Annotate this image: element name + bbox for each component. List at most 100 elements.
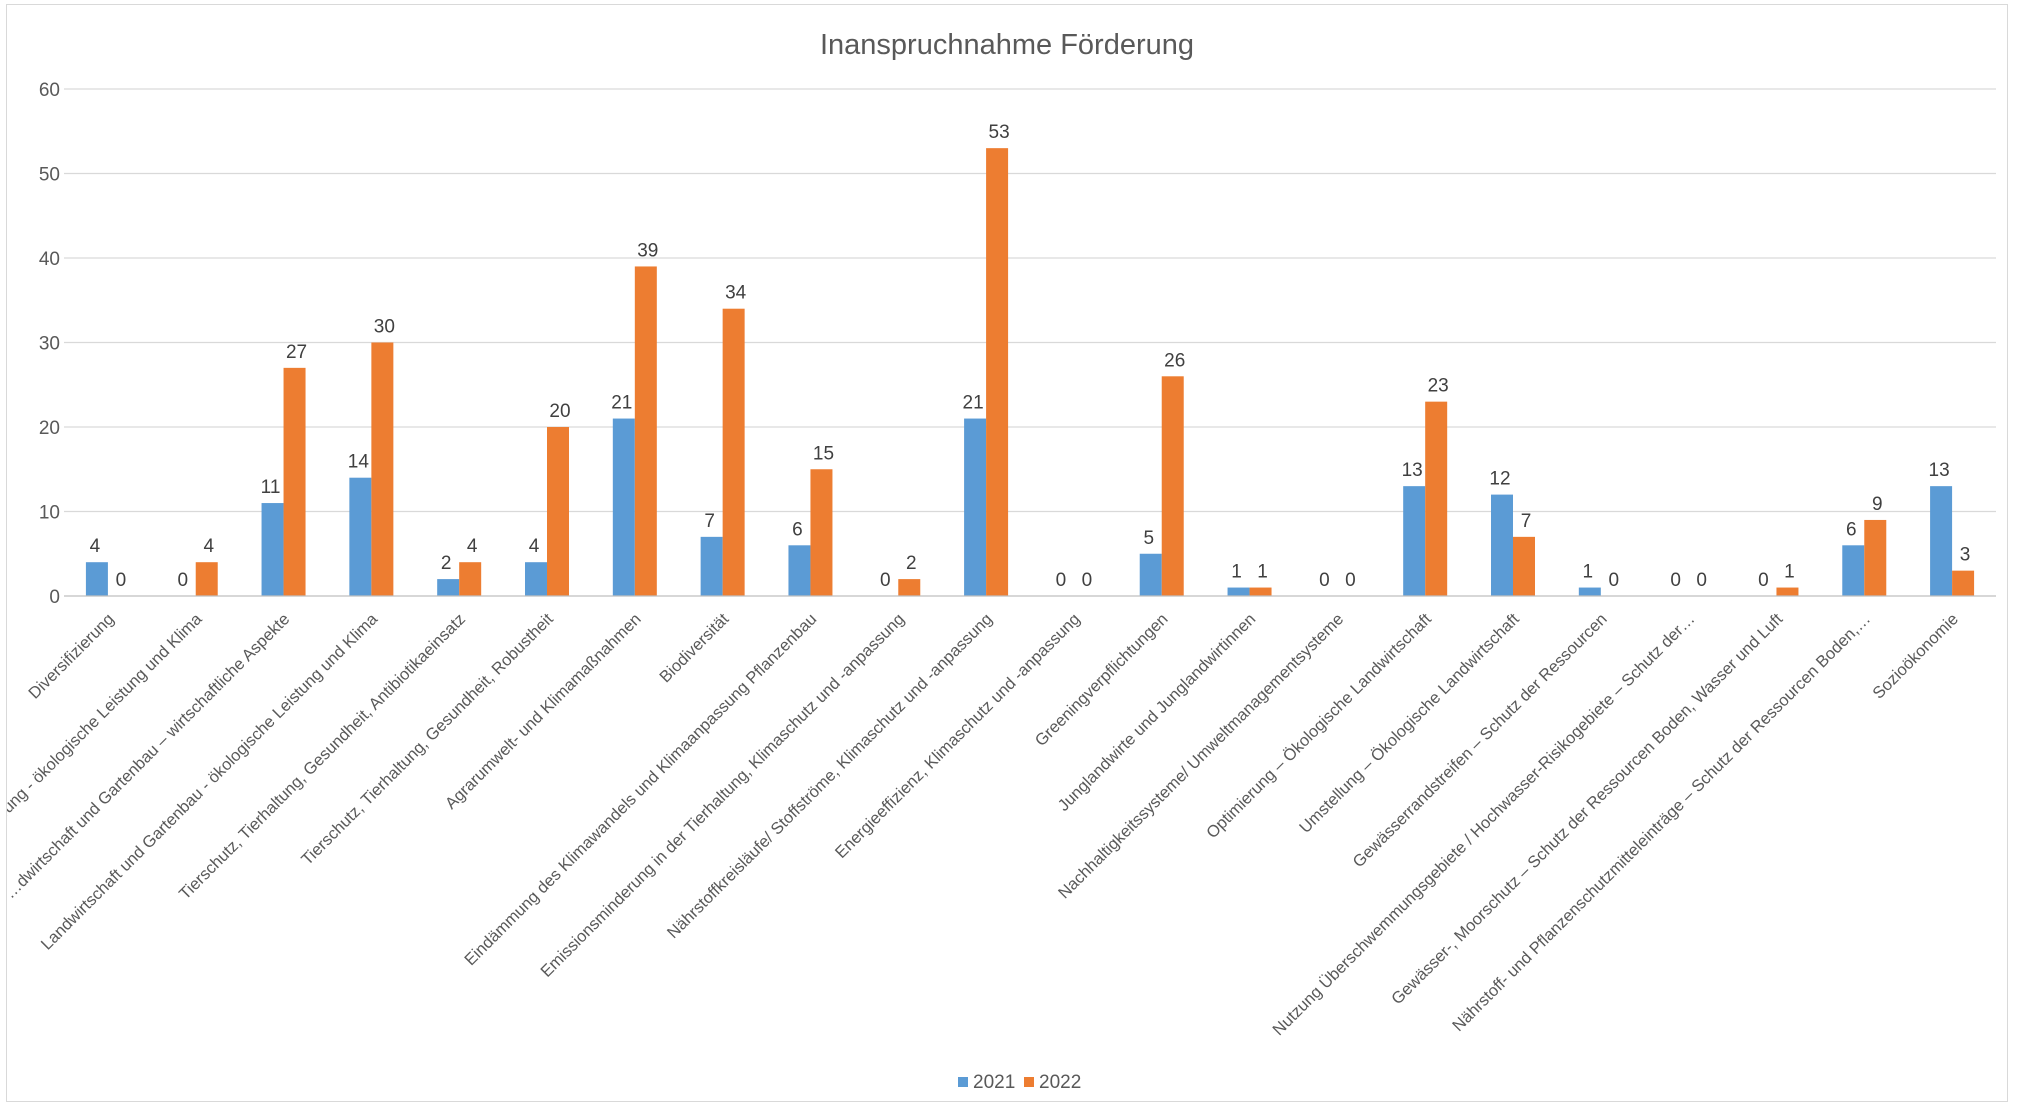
data-label-2021-16: 12	[1489, 469, 1510, 490]
bar-2021-20	[1842, 545, 1865, 596]
x-tick-label: Nachhaltigkeitssysteme/ Umweltmanagement…	[1055, 610, 1347, 902]
x-tick-label: Nährstoffkreisläufe/ Stoffströme, Klimas…	[664, 610, 996, 942]
x-tick-label: Landwirtschaft und Gartenbau - ökologisc…	[38, 610, 382, 954]
data-label-2021-15: 13	[1402, 460, 1423, 481]
bar-2021-10	[964, 418, 987, 596]
bar-2021-8	[788, 545, 811, 596]
chart-title: Inanspruchnahme Förderung	[820, 29, 1194, 61]
data-label-2022-15: 23	[1428, 376, 1449, 397]
bar-2022-8	[810, 469, 833, 596]
data-label-2021-21: 13	[1929, 460, 1950, 481]
data-label-2021-10: 21	[963, 393, 984, 414]
chart-frame: Inanspruchnahme Förderung 0 10 20 30 40 50 60 …	[6, 4, 2008, 1102]
legend-swatch-2022	[1024, 1077, 1034, 1087]
y-tick-label: 10	[39, 503, 60, 524]
data-label-2021-9: 0	[880, 570, 891, 591]
data-label-2021-8: 6	[792, 519, 803, 540]
data-label-2021-12: 5	[1143, 528, 1154, 549]
y-tick-label: 50	[39, 165, 60, 186]
y-tick-label: 60	[39, 80, 60, 101]
bar-2021-5	[525, 562, 547, 596]
data-label-2022-5: 20	[549, 401, 570, 422]
data-label-2021-20: 6	[1846, 519, 1857, 540]
bar-2021-3	[349, 477, 372, 596]
data-label-2022-10: 53	[989, 122, 1010, 143]
bar-2022-3	[371, 342, 394, 596]
bar-2022-19	[1776, 587, 1799, 596]
bars	[85, 148, 1975, 596]
data-label-2022-17: 0	[1609, 570, 1620, 591]
bar-2022-13	[1249, 587, 1272, 596]
data-label-2022-4: 4	[467, 536, 478, 557]
x-axis-ticks: Diversifizierung…ung - ökologische Leist…	[7, 610, 1962, 1040]
data-label-2021-4: 2	[441, 553, 452, 574]
data-label-2022-3: 30	[374, 317, 395, 338]
bar-2022-10	[986, 148, 1009, 596]
data-label-2022-11: 0	[1082, 570, 1093, 591]
bar-2022-20	[1864, 519, 1887, 596]
data-label-2022-0: 0	[116, 570, 127, 591]
bar-2022-15	[1425, 401, 1448, 596]
data-label-2022-6: 39	[637, 240, 658, 261]
data-label-2021-3: 14	[348, 452, 370, 473]
data-label-2022-1: 4	[203, 536, 214, 557]
y-tick-label: 0	[49, 587, 60, 608]
data-label-2021-14: 0	[1319, 570, 1330, 591]
data-label-2021-17: 1	[1583, 562, 1594, 583]
bar-2022-5	[547, 427, 569, 596]
x-tick-label: Biodiversität	[656, 610, 733, 687]
bar-2021-0	[85, 562, 108, 596]
bar-2021-2	[261, 503, 284, 596]
data-label-2022-18: 0	[1696, 570, 1707, 591]
bar-2021-17	[1578, 587, 1601, 596]
data-label-2022-8: 15	[813, 443, 834, 464]
x-tick-label: Junglandwirte und Junglandwirtinnen	[1055, 610, 1260, 815]
x-tick-label: Nutzung Überschwemmungsgebiete / Hochwas…	[1269, 610, 1698, 1039]
data-label-2022-13: 1	[1257, 562, 1268, 583]
bar-2022-7	[722, 308, 745, 596]
data-label-2021-6: 21	[611, 393, 632, 414]
x-tick-label: Agrarumwelt- und Klimamaßnahmen	[442, 610, 645, 813]
data-label-2022-19: 1	[1784, 562, 1795, 583]
data-label-2021-19: 0	[1758, 570, 1769, 591]
data-label-2021-2: 11	[261, 477, 281, 498]
data-label-2022-9: 2	[906, 553, 917, 574]
y-axis-ticks: 0 10 20 30 40 50 60	[39, 80, 60, 608]
data-label-2021-5: 4	[529, 536, 540, 557]
data-label-2022-2: 27	[286, 342, 307, 363]
legend-label-2021: 2021	[973, 1072, 1015, 1093]
x-tick-label: Diversifizierung	[25, 610, 117, 702]
bar-2021-4	[437, 579, 460, 596]
data-label-2021-13: 1	[1231, 562, 1242, 583]
bar-2021-16	[1491, 494, 1513, 596]
y-tick-label: 40	[39, 249, 60, 270]
legend-label-2022: 2022	[1039, 1072, 1081, 1093]
data-label-2021-11: 0	[1056, 570, 1067, 591]
data-label-2021-1: 0	[177, 570, 188, 591]
bar-2022-4	[459, 562, 482, 596]
bar-2022-21	[1952, 570, 1975, 596]
legend: 2021 2022	[958, 1072, 1081, 1093]
data-label-2022-12: 26	[1164, 350, 1185, 371]
bar-2021-13	[1227, 587, 1250, 596]
bar-2022-2	[283, 367, 306, 596]
bar-2022-6	[634, 266, 657, 596]
bar-chart: Inanspruchnahme Förderung 0102030405060 …	[7, 29, 1996, 1093]
bar-2021-7	[700, 536, 723, 596]
x-tick-label: Nährstoff- und Pflanzenschutzmitteleintr…	[1449, 610, 1874, 1035]
data-label-2022-21: 3	[1960, 545, 1971, 566]
x-tick-label: Gewässer-, Moorschutz – Schutz der Resso…	[1388, 610, 1786, 1008]
bar-2021-12	[1139, 553, 1162, 596]
bar-2022-12	[1161, 376, 1184, 596]
bar-2021-21	[1930, 486, 1953, 596]
data-label-2022-16: 7	[1521, 511, 1532, 532]
gridlines	[64, 88, 1996, 513]
data-label-2021-0: 4	[90, 536, 101, 557]
bar-2021-15	[1403, 486, 1426, 596]
bar-2022-1	[195, 562, 218, 596]
bar-2022-9	[898, 579, 921, 596]
data-label-2022-7: 34	[725, 283, 747, 304]
x-tick-label: Tierschutz, Tierhaltung, Gesundheit, Ant…	[176, 610, 469, 903]
bar-2021-6	[612, 418, 635, 596]
